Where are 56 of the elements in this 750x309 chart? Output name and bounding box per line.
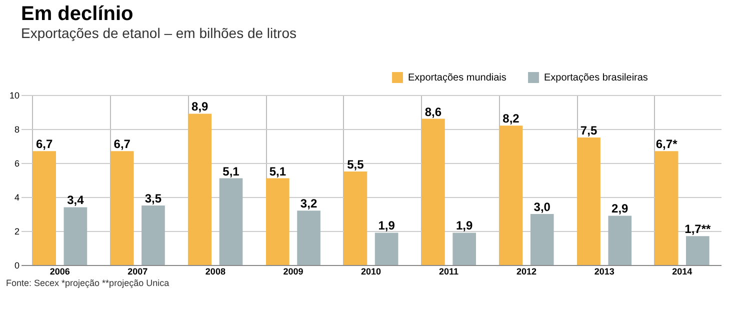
bar (499, 126, 523, 265)
source-note: Fonte: Secex *projeção **projeção Unica (5, 278, 170, 288)
y-tick-label: 6 (14, 158, 20, 168)
x-tick-label: 2009 (283, 266, 304, 276)
data-label: 5,1 (269, 164, 286, 178)
data-label: 1,9 (456, 218, 473, 233)
x-tick-label: 2013 (594, 266, 614, 276)
data-label: 8,6 (424, 104, 442, 119)
data-label: 8,9 (192, 100, 209, 114)
data-label: 3,5 (144, 192, 162, 206)
x-tick-label: 2012 (516, 266, 537, 276)
chart-subtitle: Exportações de etanol – em bilhões de litros (21, 25, 296, 41)
bar (142, 206, 165, 265)
chart-title: Em declínio (21, 3, 134, 25)
x-tick-label: 2014 (672, 266, 692, 276)
data-label: 3,2 (300, 196, 318, 211)
x-tick-label: 2011 (439, 266, 459, 276)
bar (32, 151, 56, 265)
x-tick-label: 2008 (205, 266, 226, 276)
bar (188, 114, 212, 265)
x-tick-label: 2006 (50, 266, 70, 276)
data-label: 6,7 (114, 137, 131, 152)
data-label: 3,4 (67, 193, 84, 208)
data-label: 8,2 (502, 112, 520, 126)
data-label: 6,7 (36, 137, 53, 152)
bar (344, 172, 368, 265)
data-label: 7,5 (580, 124, 598, 138)
bar (266, 178, 290, 265)
bar (219, 178, 243, 265)
x-tick-label: 2010 (360, 266, 382, 276)
data-label: 2,9 (612, 202, 629, 216)
data-label: 5,5 (347, 158, 364, 172)
x-tick-label: 2007 (128, 266, 148, 276)
bar (452, 232, 476, 265)
bar (297, 210, 320, 265)
bar (530, 214, 554, 265)
y-tick-label: 10 (9, 90, 20, 100)
data-label: 3,0 (534, 200, 551, 214)
bar (64, 207, 88, 265)
y-tick-label: 2 (14, 226, 20, 236)
bar (577, 138, 600, 265)
y-tick-label: 4 (14, 192, 20, 202)
data-label: 1,7** (684, 222, 712, 236)
legend-label: Exportações mundiais (408, 72, 506, 84)
data-label: 1,9 (378, 218, 396, 233)
legend-label: Exportações brasileiras (544, 72, 648, 84)
bar (654, 151, 678, 265)
bar (686, 236, 710, 265)
bar (110, 151, 134, 265)
data-label: 5,1 (222, 164, 240, 178)
data-label: 6,7* (656, 137, 678, 152)
y-tick-label: 0 (14, 260, 20, 270)
bar (608, 216, 632, 265)
y-tick-label: 8 (14, 124, 20, 134)
bar (422, 118, 445, 265)
bar (374, 232, 398, 265)
